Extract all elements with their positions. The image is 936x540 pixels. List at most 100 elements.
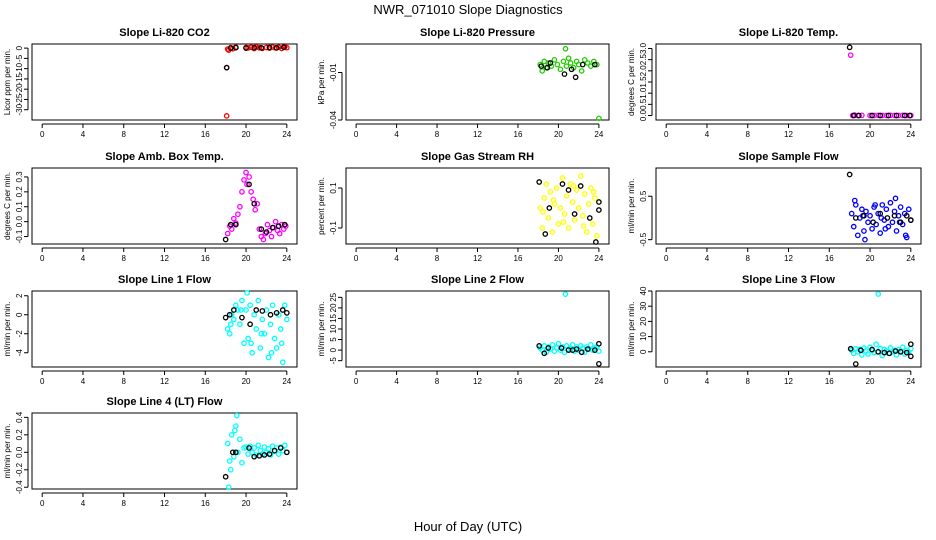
data-point bbox=[560, 219, 567, 225]
y-tick-label: 0.1 bbox=[329, 182, 338, 194]
data-point-black bbox=[226, 311, 233, 318]
x-tick-label: 8 bbox=[746, 130, 751, 139]
data-point-black bbox=[903, 212, 910, 219]
data-point-black bbox=[886, 350, 893, 357]
data-point-black bbox=[596, 360, 602, 367]
data-point-black bbox=[273, 309, 280, 316]
data-point bbox=[237, 436, 243, 443]
data-point bbox=[848, 210, 855, 217]
data-point bbox=[261, 330, 268, 337]
data-point-black bbox=[258, 226, 265, 232]
y-tick-label: 0.2 bbox=[15, 429, 24, 441]
data-point bbox=[249, 349, 256, 356]
data-point bbox=[551, 56, 558, 63]
x-tick-label: 16 bbox=[514, 377, 523, 386]
y-tick-label: 0.2 bbox=[15, 186, 24, 198]
x-tick-label: 0 bbox=[664, 377, 669, 386]
data-point bbox=[557, 205, 564, 211]
y-tick-label: -0.2 bbox=[15, 462, 24, 476]
x-tick-label: 20 bbox=[554, 130, 563, 139]
y-axis-label: ml/min per min. bbox=[627, 179, 636, 234]
x-tick-label: 12 bbox=[473, 254, 482, 263]
plot-frame bbox=[345, 167, 610, 245]
y-tick-label: 0.0 bbox=[15, 446, 24, 458]
data-point bbox=[559, 175, 566, 181]
data-point bbox=[875, 291, 882, 297]
data-point bbox=[889, 219, 896, 226]
data-point-black bbox=[572, 74, 579, 81]
data-point bbox=[863, 208, 869, 215]
data-point bbox=[252, 206, 259, 213]
data-point-black bbox=[596, 199, 602, 205]
figure-title: NWR_071010 Slope Diagnostics bbox=[373, 2, 563, 17]
data-point bbox=[250, 196, 257, 203]
data-point bbox=[859, 351, 865, 358]
data-point bbox=[241, 177, 247, 183]
panel-title: Slope Li-820 Pressure bbox=[420, 27, 535, 39]
y-tick-label: -4 bbox=[15, 349, 24, 357]
x-tick-label: 8 bbox=[746, 377, 751, 386]
data-point bbox=[905, 206, 912, 213]
y-tick-label: -0.4 bbox=[15, 480, 24, 494]
x-tick-label: 4 bbox=[394, 254, 399, 263]
data-point bbox=[248, 44, 254, 51]
data-point bbox=[244, 181, 250, 188]
data-point bbox=[565, 55, 572, 62]
data-point bbox=[569, 199, 576, 205]
panel-6: Slope Sample Flow ml/min per min. 0 4 8 12 16 2… bbox=[627, 151, 922, 263]
data-point bbox=[251, 311, 258, 318]
data-point bbox=[877, 230, 884, 236]
data-point bbox=[584, 60, 591, 66]
data-point bbox=[234, 412, 240, 419]
x-tick-label: 20 bbox=[866, 377, 875, 386]
data-point bbox=[587, 341, 594, 348]
data-point-black bbox=[885, 112, 892, 119]
data-point bbox=[265, 354, 272, 361]
data-point bbox=[235, 211, 241, 218]
data-point bbox=[562, 291, 569, 298]
data-point bbox=[854, 232, 861, 239]
data-point bbox=[563, 193, 570, 199]
data-point bbox=[591, 195, 598, 201]
plot-frame bbox=[31, 167, 298, 245]
y-tick-label: -5 bbox=[329, 357, 338, 365]
data-point bbox=[230, 215, 237, 222]
data-point-black bbox=[251, 453, 258, 460]
data-point-black bbox=[261, 452, 268, 458]
x-tick-label: 4 bbox=[81, 377, 86, 386]
y-tick-label: 0.5 bbox=[639, 190, 648, 202]
data-point bbox=[555, 221, 562, 227]
data-point-black bbox=[855, 112, 862, 119]
y-tick-label: 1.5 bbox=[639, 76, 648, 88]
y-tick-label: 25 bbox=[329, 292, 338, 301]
data-point bbox=[224, 326, 231, 332]
data-point bbox=[267, 321, 274, 328]
y-tick-label: -0.04 bbox=[329, 110, 338, 129]
x-tick-label: 16 bbox=[514, 130, 523, 139]
data-point bbox=[573, 187, 580, 193]
data-point-black bbox=[903, 349, 910, 356]
data-point-black bbox=[858, 347, 864, 354]
data-point-black bbox=[877, 112, 884, 119]
x-tick-label: 24 bbox=[282, 130, 291, 139]
data-point bbox=[273, 345, 280, 351]
y-tick-label: -0.1 bbox=[329, 221, 338, 235]
data-point bbox=[224, 440, 231, 447]
x-tick-label: 24 bbox=[906, 130, 915, 139]
data-point bbox=[281, 302, 288, 309]
plot-frame bbox=[345, 43, 610, 121]
data-point bbox=[882, 225, 889, 232]
data-point-black bbox=[267, 311, 274, 318]
plot-frame bbox=[31, 290, 298, 368]
data-point-black bbox=[232, 449, 239, 456]
data-point bbox=[585, 201, 592, 207]
x-tick-label: 0 bbox=[40, 130, 45, 139]
data-point bbox=[269, 302, 276, 309]
data-point-black bbox=[258, 45, 265, 51]
x-tick-label: 12 bbox=[784, 377, 793, 386]
data-point-black bbox=[907, 341, 914, 348]
data-point-black bbox=[243, 45, 249, 51]
data-point-black bbox=[283, 449, 290, 456]
